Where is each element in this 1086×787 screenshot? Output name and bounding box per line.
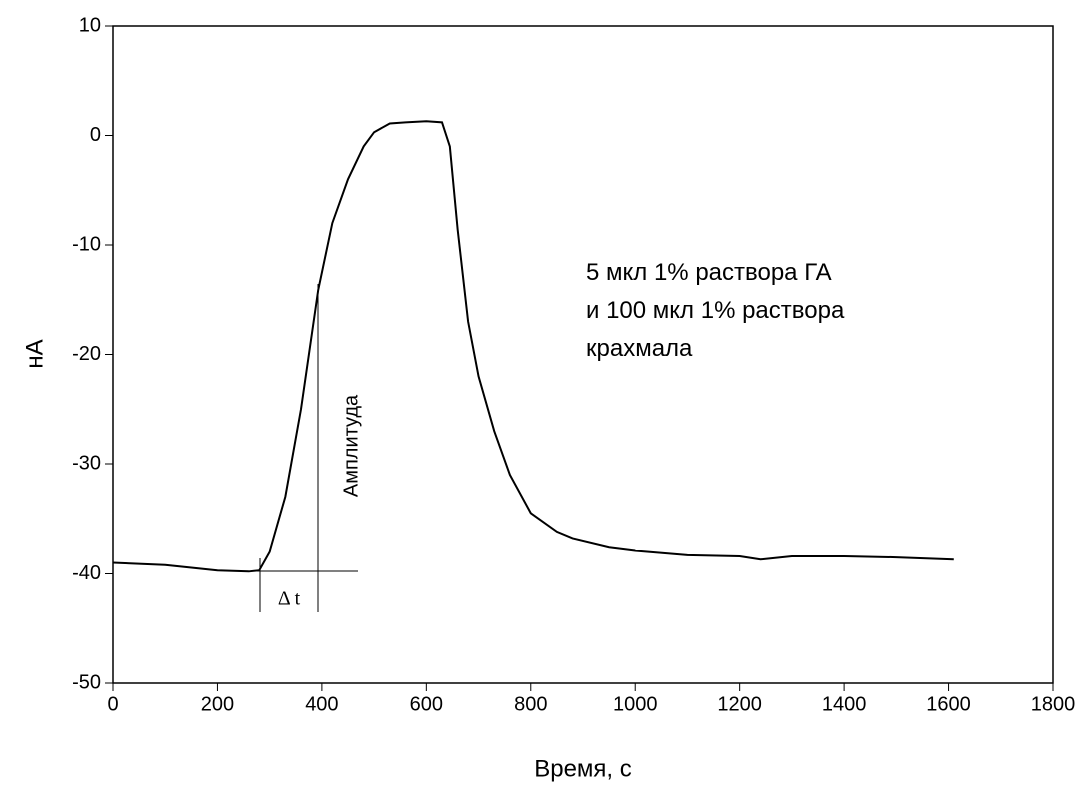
y-axis-title: нА [21,339,48,368]
x-tick-label: 1200 [717,693,762,715]
x-tick-label: 600 [410,693,443,715]
x-tick-label: 1000 [613,693,658,715]
y-tick-label: -50 [72,671,101,693]
x-tick-label: 800 [514,693,547,715]
x-tick-label: 0 [107,693,118,715]
x-axis-title: Время, с [534,755,632,782]
y-tick-label: -20 [72,343,101,365]
y-tick-label: 0 [90,124,101,146]
plot-frame [112,25,1054,684]
data-line [112,120,954,573]
x-tick-label: 1800 [1031,693,1076,715]
annotation: крахмала [586,335,693,362]
x-tick-label: 1400 [822,693,867,715]
y-tick-label: -30 [72,452,101,474]
annotation: 5 мкл 1% раствора ГА [586,259,832,286]
x-tick-label: 1600 [926,693,971,715]
annotation: и 100 мкл 1% раствора [586,297,845,324]
x-tick-label: 200 [201,693,234,715]
y-tick-label: 10 [79,14,101,36]
amplitude-label: Амплитуда [340,394,362,497]
delta-t-label: Δ t [278,588,301,610]
y-tick-label: -40 [72,562,101,584]
x-tick-label: 400 [305,693,338,715]
y-tick-label: -10 [72,233,101,255]
